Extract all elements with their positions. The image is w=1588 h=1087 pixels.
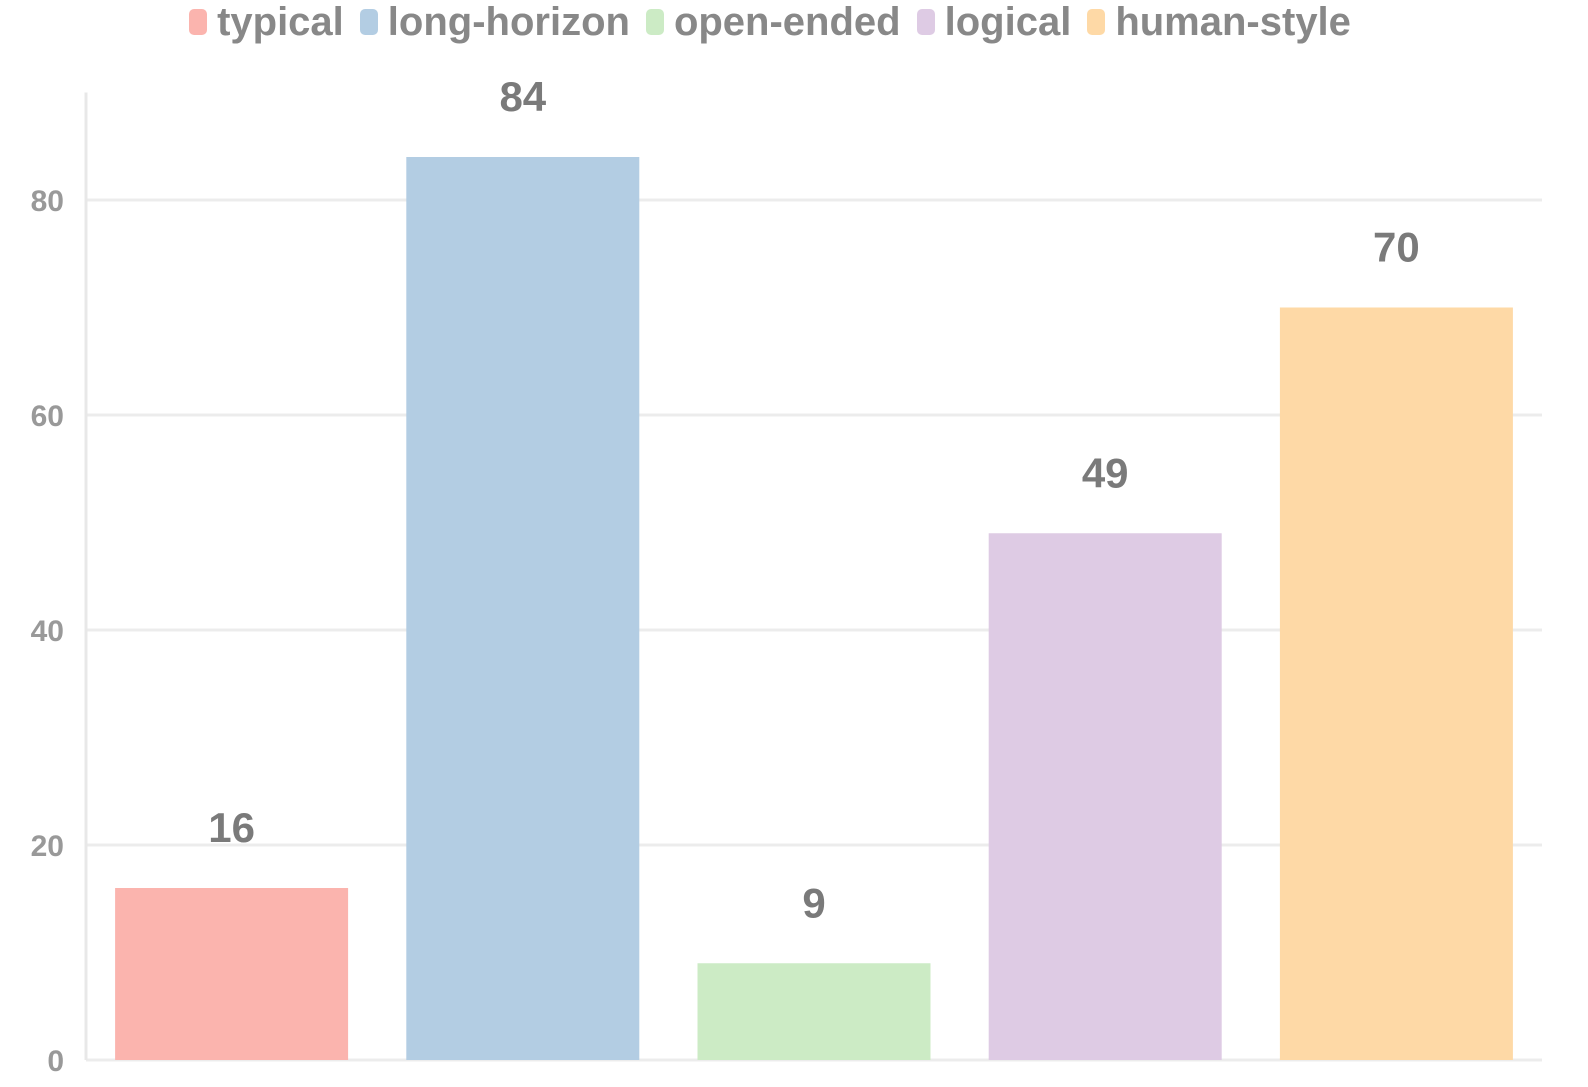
legend-item-logical: logical bbox=[916, 0, 1072, 44]
y-axis: 0 20 40 60 80 bbox=[31, 92, 88, 1078]
legend-swatch bbox=[359, 9, 378, 35]
y-tick-label: 60 bbox=[31, 400, 64, 433]
legend-swatch bbox=[645, 9, 664, 35]
data-label-logical: 49 bbox=[1082, 449, 1129, 496]
bar-human-style bbox=[1279, 307, 1513, 1060]
legend-item-human-style: human-style bbox=[1087, 0, 1351, 44]
data-labels: 16 84 9 49 70 bbox=[208, 73, 1420, 926]
legend-swatch bbox=[916, 9, 935, 35]
bar-typical bbox=[115, 888, 349, 1060]
y-tick-label: 0 bbox=[47, 1045, 64, 1078]
data-label-typical: 16 bbox=[208, 804, 255, 851]
data-label-human-style: 70 bbox=[1373, 224, 1420, 271]
y-tick-label: 20 bbox=[31, 830, 64, 863]
legend-label: open-ended bbox=[673, 0, 901, 44]
bar-open-ended bbox=[697, 963, 931, 1060]
legend-item-typical: typical bbox=[189, 0, 344, 44]
legend-label: typical bbox=[217, 0, 344, 44]
legend: typical long-horizon open-ended logical … bbox=[0, 0, 1540, 44]
y-tick-label: 40 bbox=[31, 615, 64, 648]
legend-swatch bbox=[189, 9, 208, 35]
y-tick-label: 80 bbox=[31, 185, 64, 218]
legend-label: logical bbox=[944, 0, 1072, 44]
legend-swatch bbox=[1087, 9, 1106, 35]
legend-item-open-ended: open-ended bbox=[645, 0, 901, 44]
data-label-open-ended: 9 bbox=[802, 879, 825, 926]
bar-long-horizon bbox=[406, 157, 640, 1060]
bar-logical bbox=[988, 533, 1222, 1060]
legend-label: human-style bbox=[1115, 0, 1351, 44]
legend-label: long-horizon bbox=[387, 0, 630, 44]
legend-item-long-horizon: long-horizon bbox=[359, 0, 630, 44]
data-label-long-horizon: 84 bbox=[499, 73, 546, 120]
bars bbox=[115, 157, 1513, 1060]
